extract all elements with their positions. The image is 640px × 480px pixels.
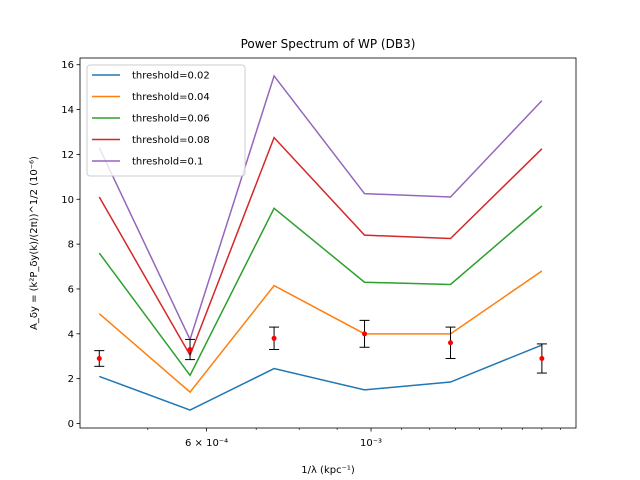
y-tick-label: 6 bbox=[68, 284, 74, 295]
x-tick-label: 10⁻³ bbox=[360, 438, 382, 449]
legend-label-2: threshold=0.04 bbox=[132, 92, 210, 103]
error-bar-point bbox=[96, 355, 102, 361]
error-bar-point bbox=[448, 340, 454, 346]
legend-box bbox=[86, 64, 246, 177]
axes-frame bbox=[79, 57, 577, 429]
x-axis-ticks: 6 × 10⁻⁴ 10⁻³ bbox=[147, 428, 561, 449]
series-line-2 bbox=[98, 270, 543, 394]
error-bar-point bbox=[362, 331, 368, 337]
y-tick-label: 2 bbox=[68, 374, 74, 385]
chart-title: Power Spectrum of WP (DB3) bbox=[241, 37, 416, 51]
plot-area bbox=[94, 74, 547, 411]
legend-label-3: threshold=0.06 bbox=[132, 114, 210, 125]
y-tick-label: 0 bbox=[68, 419, 74, 430]
series-line-3 bbox=[98, 205, 543, 377]
x-axis-label: 1/λ (kpc⁻¹) bbox=[301, 465, 355, 476]
y-tick-label: 10 bbox=[61, 195, 74, 206]
x-tick-label: 6 × 10⁻⁴ bbox=[185, 438, 228, 449]
error-bar-point bbox=[187, 347, 193, 353]
legend: threshold=0.02 threshold=0.04 threshold=0.… bbox=[86, 64, 246, 177]
error-bar-point bbox=[271, 335, 277, 341]
y-axis-label: A_δy = (k²P_δy(k)/(2π))^1/2 (10⁻⁶) bbox=[29, 156, 40, 330]
legend-label-4: threshold=0.08 bbox=[132, 135, 210, 146]
series-line-4 bbox=[98, 136, 543, 357]
legend-label-1: threshold=0.02 bbox=[132, 71, 210, 82]
error-bar-point bbox=[539, 355, 545, 361]
y-axis-ticks: 0 2 4 6 8 10 12 14 16 bbox=[61, 60, 80, 430]
y-tick-label: 16 bbox=[61, 60, 74, 71]
series-line-5 bbox=[98, 74, 543, 342]
legend-label-5: threshold=0.1 bbox=[132, 157, 203, 168]
y-tick-label: 14 bbox=[61, 105, 74, 116]
series-line-1 bbox=[99, 344, 543, 411]
y-tick-label: 8 bbox=[68, 240, 74, 251]
y-tick-label: 12 bbox=[61, 150, 74, 161]
y-tick-label: 4 bbox=[68, 329, 74, 340]
